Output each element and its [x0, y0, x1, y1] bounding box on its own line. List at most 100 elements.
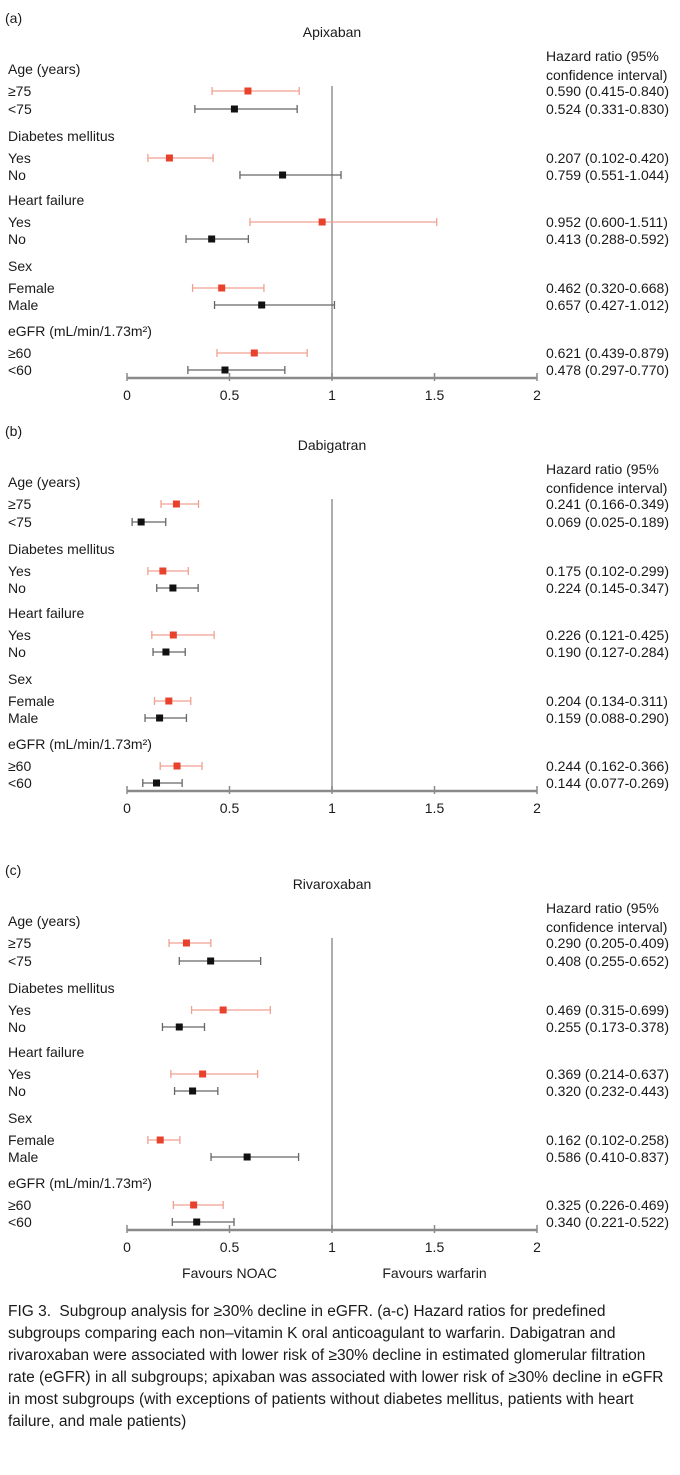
row-label: <75	[8, 953, 32, 969]
caption-text: Subgroup analysis for ≥30% decline in eG…	[8, 1303, 664, 1430]
subgroup-heading: Heart failure	[8, 192, 84, 208]
column-header-line1: Hazard ratio (95%	[546, 461, 659, 477]
hazard-ratio-value: 0.162 (0.102-0.258)	[546, 1132, 669, 1148]
x-tick-label: 0	[123, 387, 131, 403]
hazard-ratio-value: 0.207 (0.102-0.420)	[546, 150, 669, 166]
hazard-ratio-value: 0.340 (0.221-0.522)	[546, 1214, 669, 1230]
hazard-ratio-value: 0.204 (0.134-0.311)	[546, 693, 668, 709]
hazard-ratio-value: 0.462 (0.320-0.668)	[546, 280, 669, 296]
x-tick-label: 0.5	[220, 1239, 240, 1255]
x-tick-label: 1	[328, 387, 336, 403]
panel-label: (a)	[5, 10, 22, 26]
x-tick-label: 0.5	[220, 800, 240, 816]
point-estimate	[207, 957, 215, 965]
favours-warfarin-label: Favours warfarin	[382, 1265, 486, 1281]
hazard-ratio-value: 0.657 (0.427-1.012)	[546, 297, 669, 313]
x-tick-label: 1.5	[425, 1239, 445, 1255]
subgroup-heading: Sex	[8, 1110, 32, 1126]
row-label: ≥75	[8, 935, 31, 951]
column-header-line1: Hazard ratio (95%	[546, 48, 659, 64]
x-tick-label: 0.5	[220, 387, 240, 403]
row-label: Male	[8, 297, 39, 313]
x-tick-label: 1	[328, 800, 336, 816]
hazard-ratio-value: 0.069 (0.025-0.189)	[546, 514, 669, 530]
hazard-ratio-value: 0.190 (0.127-0.284)	[546, 644, 669, 660]
subgroup-heading: Heart failure	[8, 605, 84, 621]
forest-panel-2: (b) Dabigatran Hazard ratio (95% confidence…	[5, 423, 669, 816]
point-estimate	[250, 349, 258, 357]
row-label: ≥60	[8, 1197, 31, 1213]
subgroup-heading: Sex	[8, 671, 32, 687]
point-estimate	[137, 518, 145, 526]
row-label: <75	[8, 101, 32, 117]
hazard-ratio-value: 0.478 (0.297-0.770)	[546, 362, 669, 378]
hazard-ratio-value: 0.369 (0.214-0.637)	[546, 1066, 669, 1082]
point-estimate	[182, 939, 190, 947]
hazard-ratio-value: 0.175 (0.102-0.299)	[546, 563, 669, 579]
point-estimate	[175, 1023, 183, 1031]
row-label: ≥75	[8, 496, 31, 512]
point-estimate	[165, 154, 173, 162]
x-tick-label: 2	[533, 800, 541, 816]
figure-caption: FIG 3. Subgroup analysis for ≥30% declin…	[8, 1301, 672, 1433]
hazard-ratio-value: 0.469 (0.315-0.699)	[546, 1002, 669, 1018]
hazard-ratio-value: 0.241 (0.166-0.349)	[546, 496, 669, 512]
subgroup-heading: Heart failure	[8, 1044, 84, 1060]
panel-title: Apixaban	[303, 24, 361, 40]
hazard-ratio-value: 0.320 (0.232-0.443)	[546, 1083, 669, 1099]
point-estimate	[318, 218, 326, 226]
x-tick-label: 1.5	[425, 387, 445, 403]
column-header-line1: Hazard ratio (95%	[546, 900, 659, 916]
point-estimate	[153, 779, 161, 787]
point-estimate	[159, 567, 167, 575]
row-label: ≥60	[8, 345, 31, 361]
row-label: Male	[8, 1149, 39, 1165]
row-label: No	[8, 1083, 26, 1099]
hazard-ratio-value: 0.159 (0.088-0.290)	[546, 710, 669, 726]
subgroup-heading: eGFR (mL/min/1.73m²)	[8, 323, 152, 339]
row-label: <60	[8, 1214, 32, 1230]
x-tick-label: 1.5	[425, 800, 445, 816]
point-estimate	[244, 87, 252, 95]
row-label: Female	[8, 1132, 55, 1148]
subgroup-heading: Age (years)	[8, 913, 80, 929]
row-label: ≥60	[8, 758, 31, 774]
point-estimate	[243, 1153, 251, 1161]
subgroup-heading: Sex	[8, 258, 32, 274]
favours-noac-label: Favours NOAC	[182, 1265, 277, 1281]
point-estimate	[193, 1218, 201, 1226]
point-estimate	[165, 697, 173, 705]
row-label: Yes	[8, 627, 31, 643]
subgroup-heading: Age (years)	[8, 474, 80, 490]
hazard-ratio-value: 0.290 (0.205-0.409)	[546, 935, 669, 951]
point-estimate	[172, 500, 180, 508]
subgroup-heading: Diabetes mellitus	[8, 541, 115, 557]
point-estimate	[279, 171, 287, 179]
point-estimate	[218, 284, 226, 292]
x-tick-label: 1	[328, 1239, 336, 1255]
point-estimate	[169, 631, 177, 639]
forest-plot-figure: (a) Apixaban Hazard ratio (95% confidence i…	[5, 10, 669, 1281]
row-label: No	[8, 1019, 26, 1035]
hazard-ratio-value: 0.226 (0.121-0.425)	[546, 627, 669, 643]
subgroup-heading: Diabetes mellitus	[8, 980, 115, 996]
hazard-ratio-value: 0.408 (0.255-0.652)	[546, 953, 669, 969]
row-label: Female	[8, 693, 55, 709]
forest-panel-3: (c) Rivaroxaban Hazard ratio (95% confidenc…	[5, 862, 669, 1281]
subgroup-heading: Age (years)	[8, 61, 80, 77]
row-label: Yes	[8, 150, 31, 166]
row-label: No	[8, 231, 26, 247]
hazard-ratio-value: 0.586 (0.410-0.837)	[546, 1149, 669, 1165]
x-tick-label: 0	[123, 1239, 131, 1255]
row-label: Yes	[8, 1002, 31, 1018]
row-label: No	[8, 580, 26, 596]
panel-label: (c)	[5, 862, 21, 878]
point-estimate	[156, 714, 164, 722]
x-tick-label: 2	[533, 387, 541, 403]
column-header-line2: confidence interval)	[546, 67, 667, 83]
row-label: No	[8, 644, 26, 660]
row-label: Yes	[8, 214, 31, 230]
hazard-ratio-value: 0.325 (0.226-0.469)	[546, 1197, 669, 1213]
panel-label: (b)	[5, 423, 22, 439]
hazard-ratio-value: 0.413 (0.288-0.592)	[546, 231, 669, 247]
